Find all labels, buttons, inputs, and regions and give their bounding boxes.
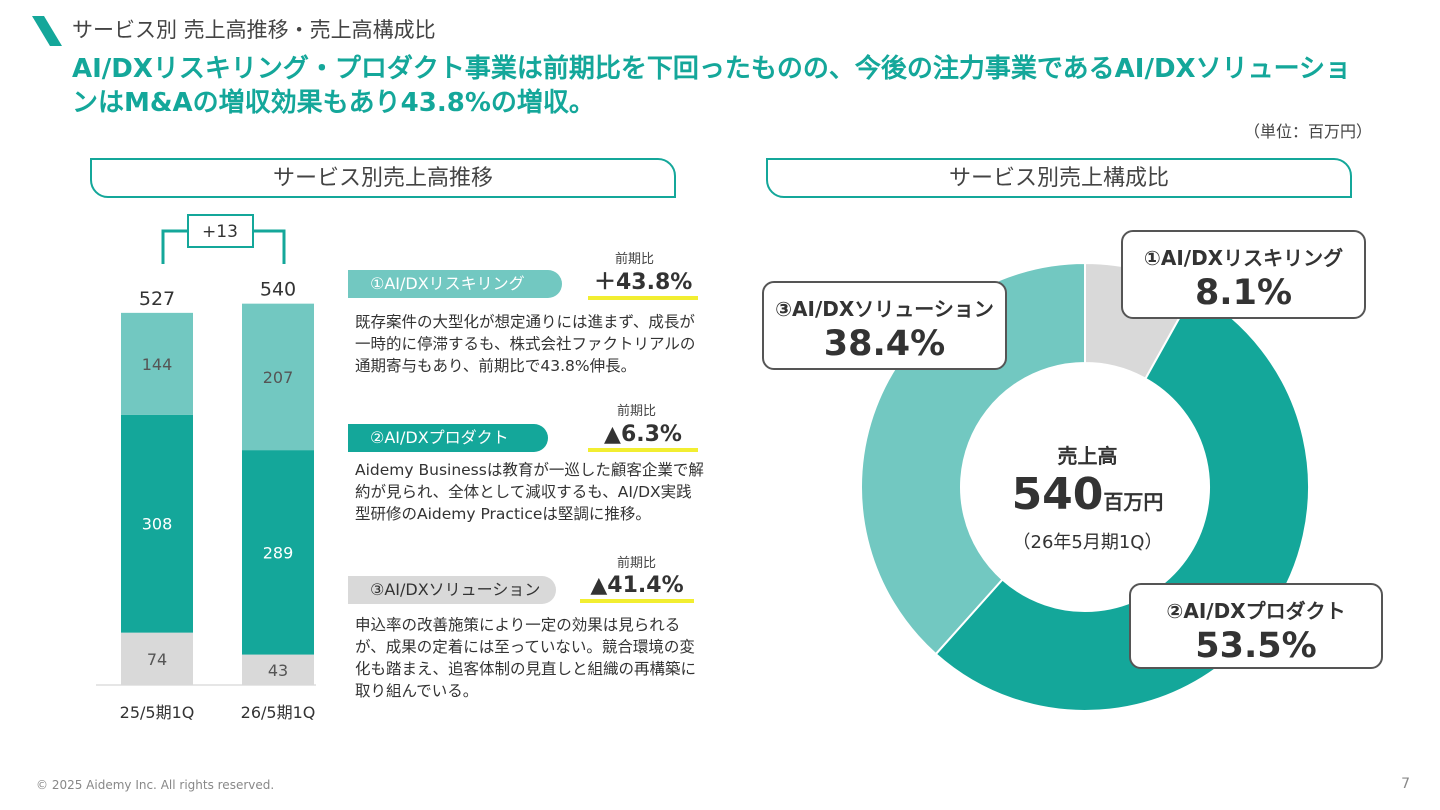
bar-value-label: 43 [268, 661, 288, 680]
description-product: Aidemy Businessは教育が一巡した顧客企業で解約が見られ、全体として… [355, 461, 704, 523]
bar-total-label: 540 [260, 279, 296, 301]
callout-product-pct: 53.5% [1195, 626, 1317, 666]
bar-segment-2-2 [242, 450, 314, 655]
left-panel-title: サービス別売上高推移 [90, 158, 676, 198]
yoy-caption-reskilling: 前期比 [617, 556, 657, 571]
bar-segment-3-2 [242, 303, 314, 451]
diff-label: +13 [202, 222, 238, 242]
logo-mark [32, 16, 62, 46]
bar-total-label: 527 [139, 288, 175, 310]
unit-note: （単位：百万円） [1243, 122, 1372, 141]
yoy-value-solution: ＋43.8% [588, 270, 698, 300]
callout-reskilling-name: ①AI/DXリスキリング [1143, 246, 1344, 270]
section-title: サービス別 売上高推移・売上高構成比 [72, 18, 436, 42]
center-title: 売上高 [1057, 444, 1118, 468]
callout-reskilling-pct: 8.1% [1194, 273, 1293, 313]
callout-solution-pct: 38.4% [823, 324, 946, 364]
x-tick-label: 25/5期1Q [120, 703, 195, 722]
diff-bracket [161, 229, 286, 264]
segment-pill-reskilling: ③AI/DXソリューション [348, 576, 556, 604]
bar-value-label: 74 [147, 650, 167, 669]
bar-value-label: 144 [142, 355, 173, 374]
copyright: © 2025 Aidemy Inc. All rights reserved. [36, 778, 275, 792]
diff-box [187, 214, 254, 248]
donut-center: 売上高 540百万円 （26年5月期1Q） [985, 440, 1190, 554]
description-solution: 既存案件の大型化が想定通りには進まず、成長が一時的に停滞するも、株式会社ファクト… [355, 313, 696, 375]
center-unit: 百万円 [1103, 490, 1164, 514]
center-value: 540 [1011, 469, 1104, 520]
description-reskilling: 申込率の改善施策により一定の効果は見られるが、成果の定着には至っていない。競合環… [355, 616, 697, 700]
bar-value-label: 308 [142, 515, 173, 534]
page-number: 7 [1401, 776, 1410, 792]
yoy-caption-solution: 前期比 [615, 252, 655, 267]
bar-segment-1-1 [121, 632, 193, 685]
bar-value-label: 289 [263, 543, 294, 562]
x-tick-label: 26/5期1Q [241, 703, 316, 722]
bar-segment-1-2 [242, 654, 314, 685]
segment-pill-product: ②AI/DXプロダクト [348, 424, 548, 452]
callout-reskilling: ①AI/DXリスキリング 8.1% [1121, 230, 1366, 319]
center-period: （26年5月期1Q） [1012, 532, 1163, 553]
bar-value-label: 207 [263, 368, 294, 387]
callout-solution: ③AI/DXソリューション 38.4% [762, 281, 1007, 370]
yoy-value-reskilling: ▲41.4% [580, 573, 694, 603]
callout-product: ②AI/DXプロダクト 53.5% [1129, 583, 1383, 669]
segment-pill-solution: ①AI/DXリスキリング [348, 270, 562, 298]
callout-solution-name: ③AI/DXソリューション [775, 297, 994, 321]
headline: AI/DXリスキリング・プロダクト事業は前期比を下回ったものの、今後の注力事業で… [72, 54, 1352, 118]
bar-segment-3-1 [121, 312, 193, 415]
yoy-value-product: ▲6.3% [588, 422, 698, 452]
bar-segment-2-1 [121, 414, 193, 633]
right-panel-title: サービス別売上構成比 [766, 158, 1352, 198]
callout-product-name: ②AI/DXプロダクト [1166, 599, 1346, 623]
stacked-bar-chart: +13 74 308 144 527 25/5期1Q 43 289 207 540 26/5期1Q [96, 214, 316, 722]
yoy-caption-product: 前期比 [617, 404, 657, 419]
